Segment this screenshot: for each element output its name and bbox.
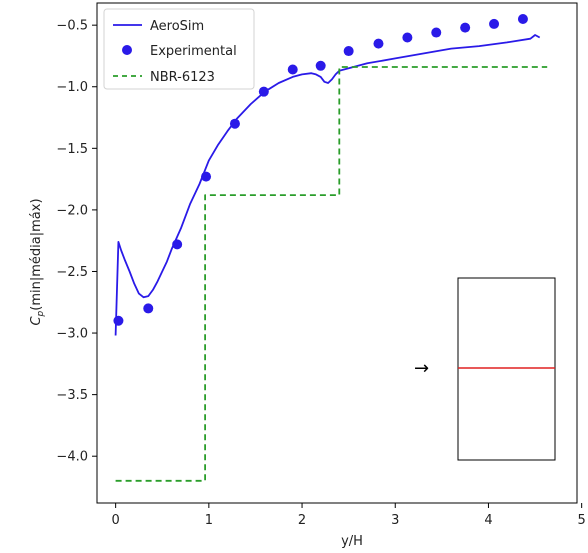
data-point-experimental (489, 18, 500, 29)
data-point-experimental (460, 22, 471, 33)
legend-label-experimental: Experimental (150, 44, 237, 59)
x-tick-label: 2 (298, 513, 306, 528)
legend: AeroSim Experimental NBR-6123 (103, 8, 255, 90)
data-point-experimental (113, 315, 124, 326)
data-point-experimental (431, 27, 442, 38)
y-tick-label: −3.0 (56, 327, 88, 342)
data-point-experimental (258, 86, 269, 97)
y-axis-label-rest: (min|média|máx) (29, 198, 44, 310)
data-point-experimental (201, 171, 212, 182)
y-tick-label: −0.5 (56, 19, 88, 34)
x-axis-label: y/H (341, 534, 363, 549)
y-tick-label: −2.0 (56, 203, 88, 218)
legend-label-nbr: NBR-6123 (150, 70, 215, 85)
wind-arrow-icon: → (414, 358, 429, 379)
y-tick-label: −2.5 (56, 265, 88, 280)
x-tick-label: 0 (112, 513, 120, 528)
data-point-experimental (373, 38, 384, 49)
legend-swatch-experimental (122, 45, 132, 55)
y-axis-label-base: C (29, 316, 44, 326)
y-tick-label: −1.5 (56, 142, 88, 157)
inset-diagram: → (414, 277, 556, 461)
data-point-experimental (343, 46, 354, 57)
data-point-experimental (143, 303, 154, 314)
y-axis-label: Cp(min|média|máx) (29, 198, 46, 325)
y-tick-label: −3.5 (56, 388, 88, 403)
inset-building-outline (457, 277, 556, 461)
legend-label-aerosim: AeroSim (150, 19, 204, 34)
series-layer (113, 14, 548, 482)
x-tick-label: 1 (205, 513, 213, 528)
ticks-layer: 0 1 2 3 4 5 −0.5 −1.0 −1.5 −2.0 −2.5 −3.0 −3.5 −4.0 (56, 19, 585, 528)
data-point-experimental (287, 64, 298, 75)
y-axis-label-sub: p (36, 310, 46, 317)
y-tick-label: −4.0 (56, 450, 88, 465)
y-tick-label: −1.0 (56, 80, 88, 95)
x-tick-label: 5 (578, 513, 586, 528)
series-line-nbr-6123 (115, 66, 548, 482)
series-line-aerosim (114, 34, 541, 336)
legend-box (103, 8, 255, 90)
data-point-experimental (229, 118, 240, 129)
x-tick-label: 3 (391, 513, 399, 528)
data-point-experimental (517, 14, 528, 25)
data-point-experimental (402, 32, 413, 43)
data-point-experimental (315, 60, 326, 71)
x-tick-label: 4 (484, 513, 492, 528)
data-point-experimental (172, 239, 183, 250)
